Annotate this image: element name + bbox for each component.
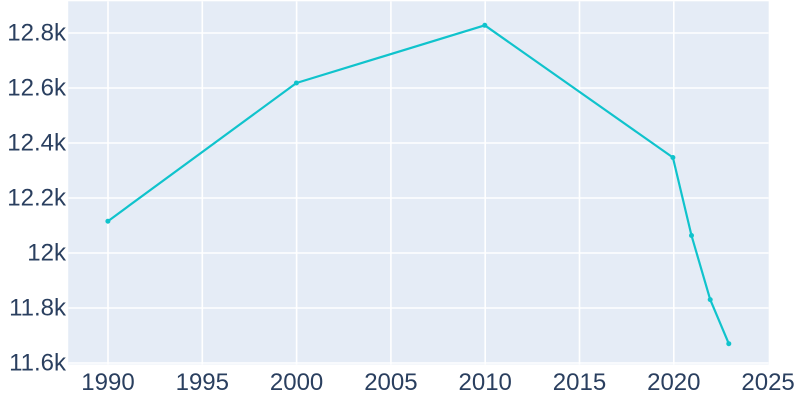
svg-text:12.8k: 12.8k <box>7 20 67 47</box>
svg-text:2020: 2020 <box>647 369 700 396</box>
svg-text:1995: 1995 <box>176 369 229 396</box>
svg-text:11.8k: 11.8k <box>9 295 67 322</box>
svg-text:2015: 2015 <box>553 369 606 396</box>
svg-text:12.2k: 12.2k <box>7 185 67 212</box>
svg-text:11.6k: 11.6k <box>9 350 67 377</box>
svg-text:2005: 2005 <box>364 369 417 396</box>
svg-text:12k: 12k <box>27 240 67 267</box>
svg-text:12.4k: 12.4k <box>7 130 67 157</box>
svg-text:2000: 2000 <box>270 369 323 396</box>
svg-text:1990: 1990 <box>81 369 134 396</box>
svg-text:2025: 2025 <box>741 369 794 396</box>
svg-text:12.6k: 12.6k <box>7 75 67 102</box>
svg-text:2010: 2010 <box>459 369 512 396</box>
